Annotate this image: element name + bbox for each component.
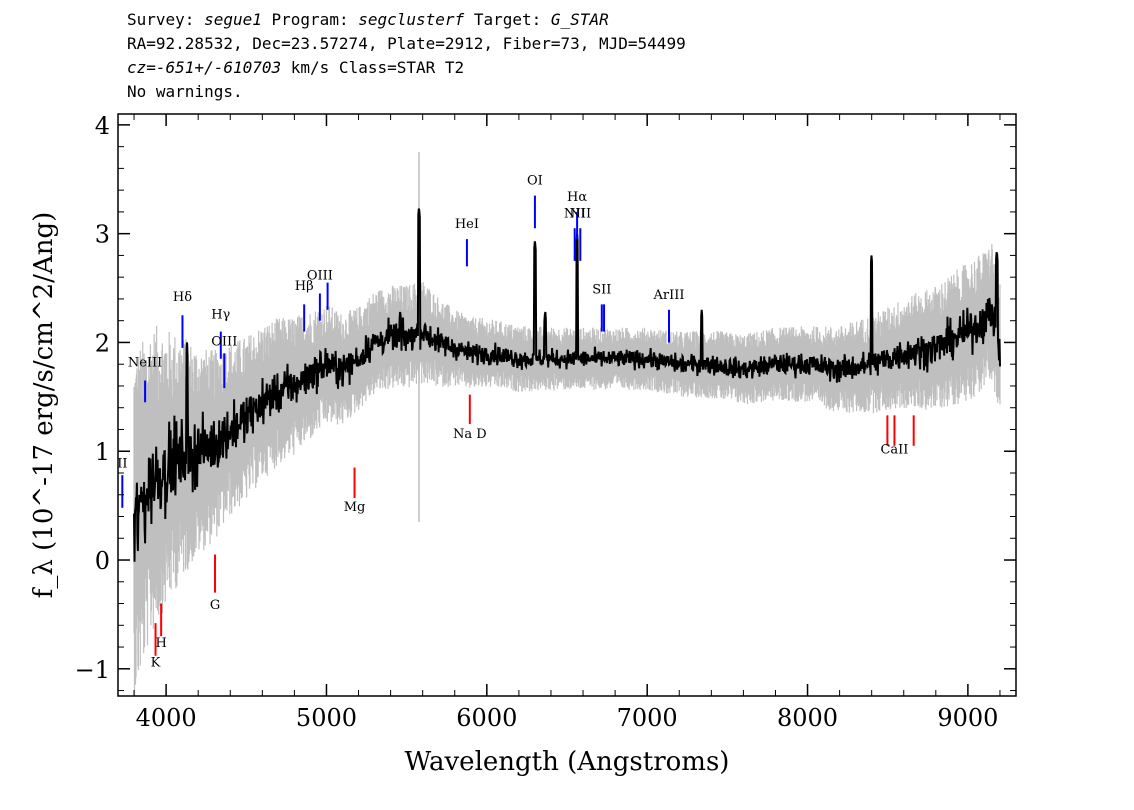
x-tick-label: 4000 [136,704,197,732]
emission-line-label: HeI [455,217,479,232]
y-axis-label: f_λ (10^-17 erg/s/cm^2/Ang) [29,212,59,598]
absorption-line-label: Na D [453,427,487,442]
axes: 4000 5000 6000 7000 8000 9000 −1 0 1 2 3 4 [75,112,1016,732]
survey-label: Survey: [127,10,195,29]
x-tick-label: 8000 [777,704,838,732]
absorption-line-label: G [210,598,220,613]
y-tick-label: 3 [95,221,110,249]
absorption-line-label: H [155,636,166,651]
absorption-line-label: Mg [344,500,366,515]
x-tick-label: 9000 [937,704,998,732]
target-label: Target: [473,10,542,29]
class-text: km/s Class=STAR T2 [290,58,465,77]
x-tick-label: 6000 [456,704,517,732]
program-label: Program: [271,10,349,29]
target-value: G_STAR [550,10,609,29]
header-line-warnings: No warnings. [127,82,243,101]
x-tick-label: 5000 [296,704,357,732]
header-line-redshift: cz=-651+/-610703 km/s Class=STAR T2 [127,56,686,80]
emission-line-label: OIII [211,335,237,350]
flux-series [133,208,1001,562]
survey-value: segue1 [204,10,262,29]
emission-line-label: SII [592,282,611,297]
emission-line-label: Hγ [211,308,230,323]
y-tick-label: 0 [95,547,110,575]
x-axis-label: Wavelength (Angstroms) [405,747,730,777]
spectrum-header: Survey: segue1 Program: segclusterf Targ… [127,8,686,104]
flux-line [133,208,1001,562]
y-tick-label: 4 [95,112,110,140]
emission-line-label: Hβ [295,279,314,294]
emission-line-label: ArIII [652,288,684,303]
emission-line-label: II [117,457,127,472]
header-line-coordinates: RA=92.28532, Dec=23.57274, Plate=2912, F… [127,34,686,53]
cz-value: cz=-651+/-610703 [127,58,282,77]
emission-line-label: NeIII [128,355,162,370]
emission-line-label: Hα [567,190,587,205]
program-value: segclusterf [358,10,465,29]
y-tick-label: 1 [95,438,110,466]
emission-line-label: NII [564,206,586,221]
plot-frame [117,113,1017,697]
absorption-line-label: CaII [880,442,908,457]
absorption-line-label: K [151,656,161,671]
y-tick-label: −1 [75,656,110,684]
emission-line-label: OI [527,174,543,189]
emission-line-label: Hδ [173,290,192,305]
header-line-survey: Survey: segue1 Program: segclusterf Targ… [127,8,686,32]
x-tick-label: 7000 [617,704,678,732]
emission-line-label: NII [569,206,591,221]
emission-line-label: OIII [307,268,333,283]
y-tick-label: 2 [95,329,110,357]
